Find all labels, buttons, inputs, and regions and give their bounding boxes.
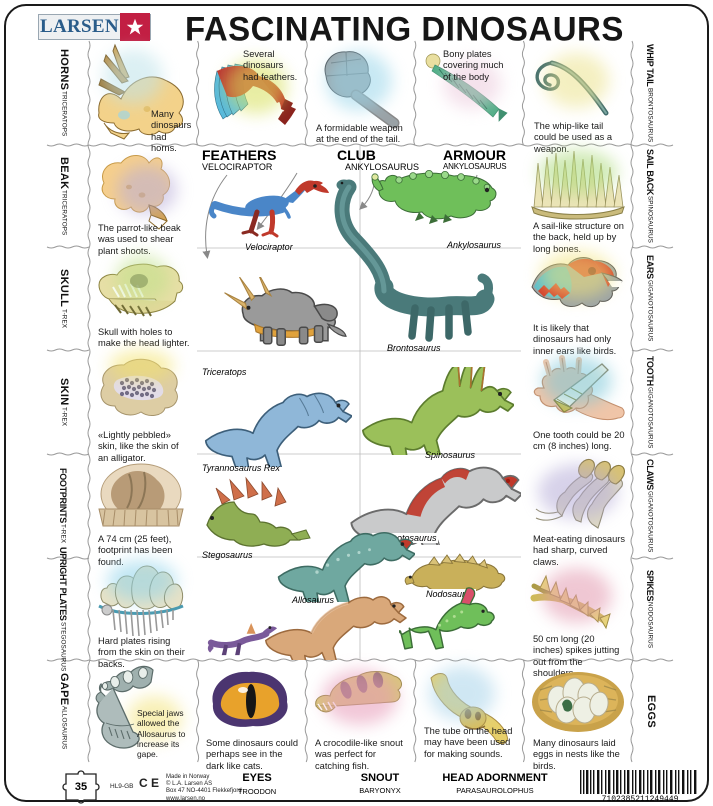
svg-text:7102385211249449: 7102385211249449 [602,795,679,802]
svg-text:35: 35 [75,781,87,793]
